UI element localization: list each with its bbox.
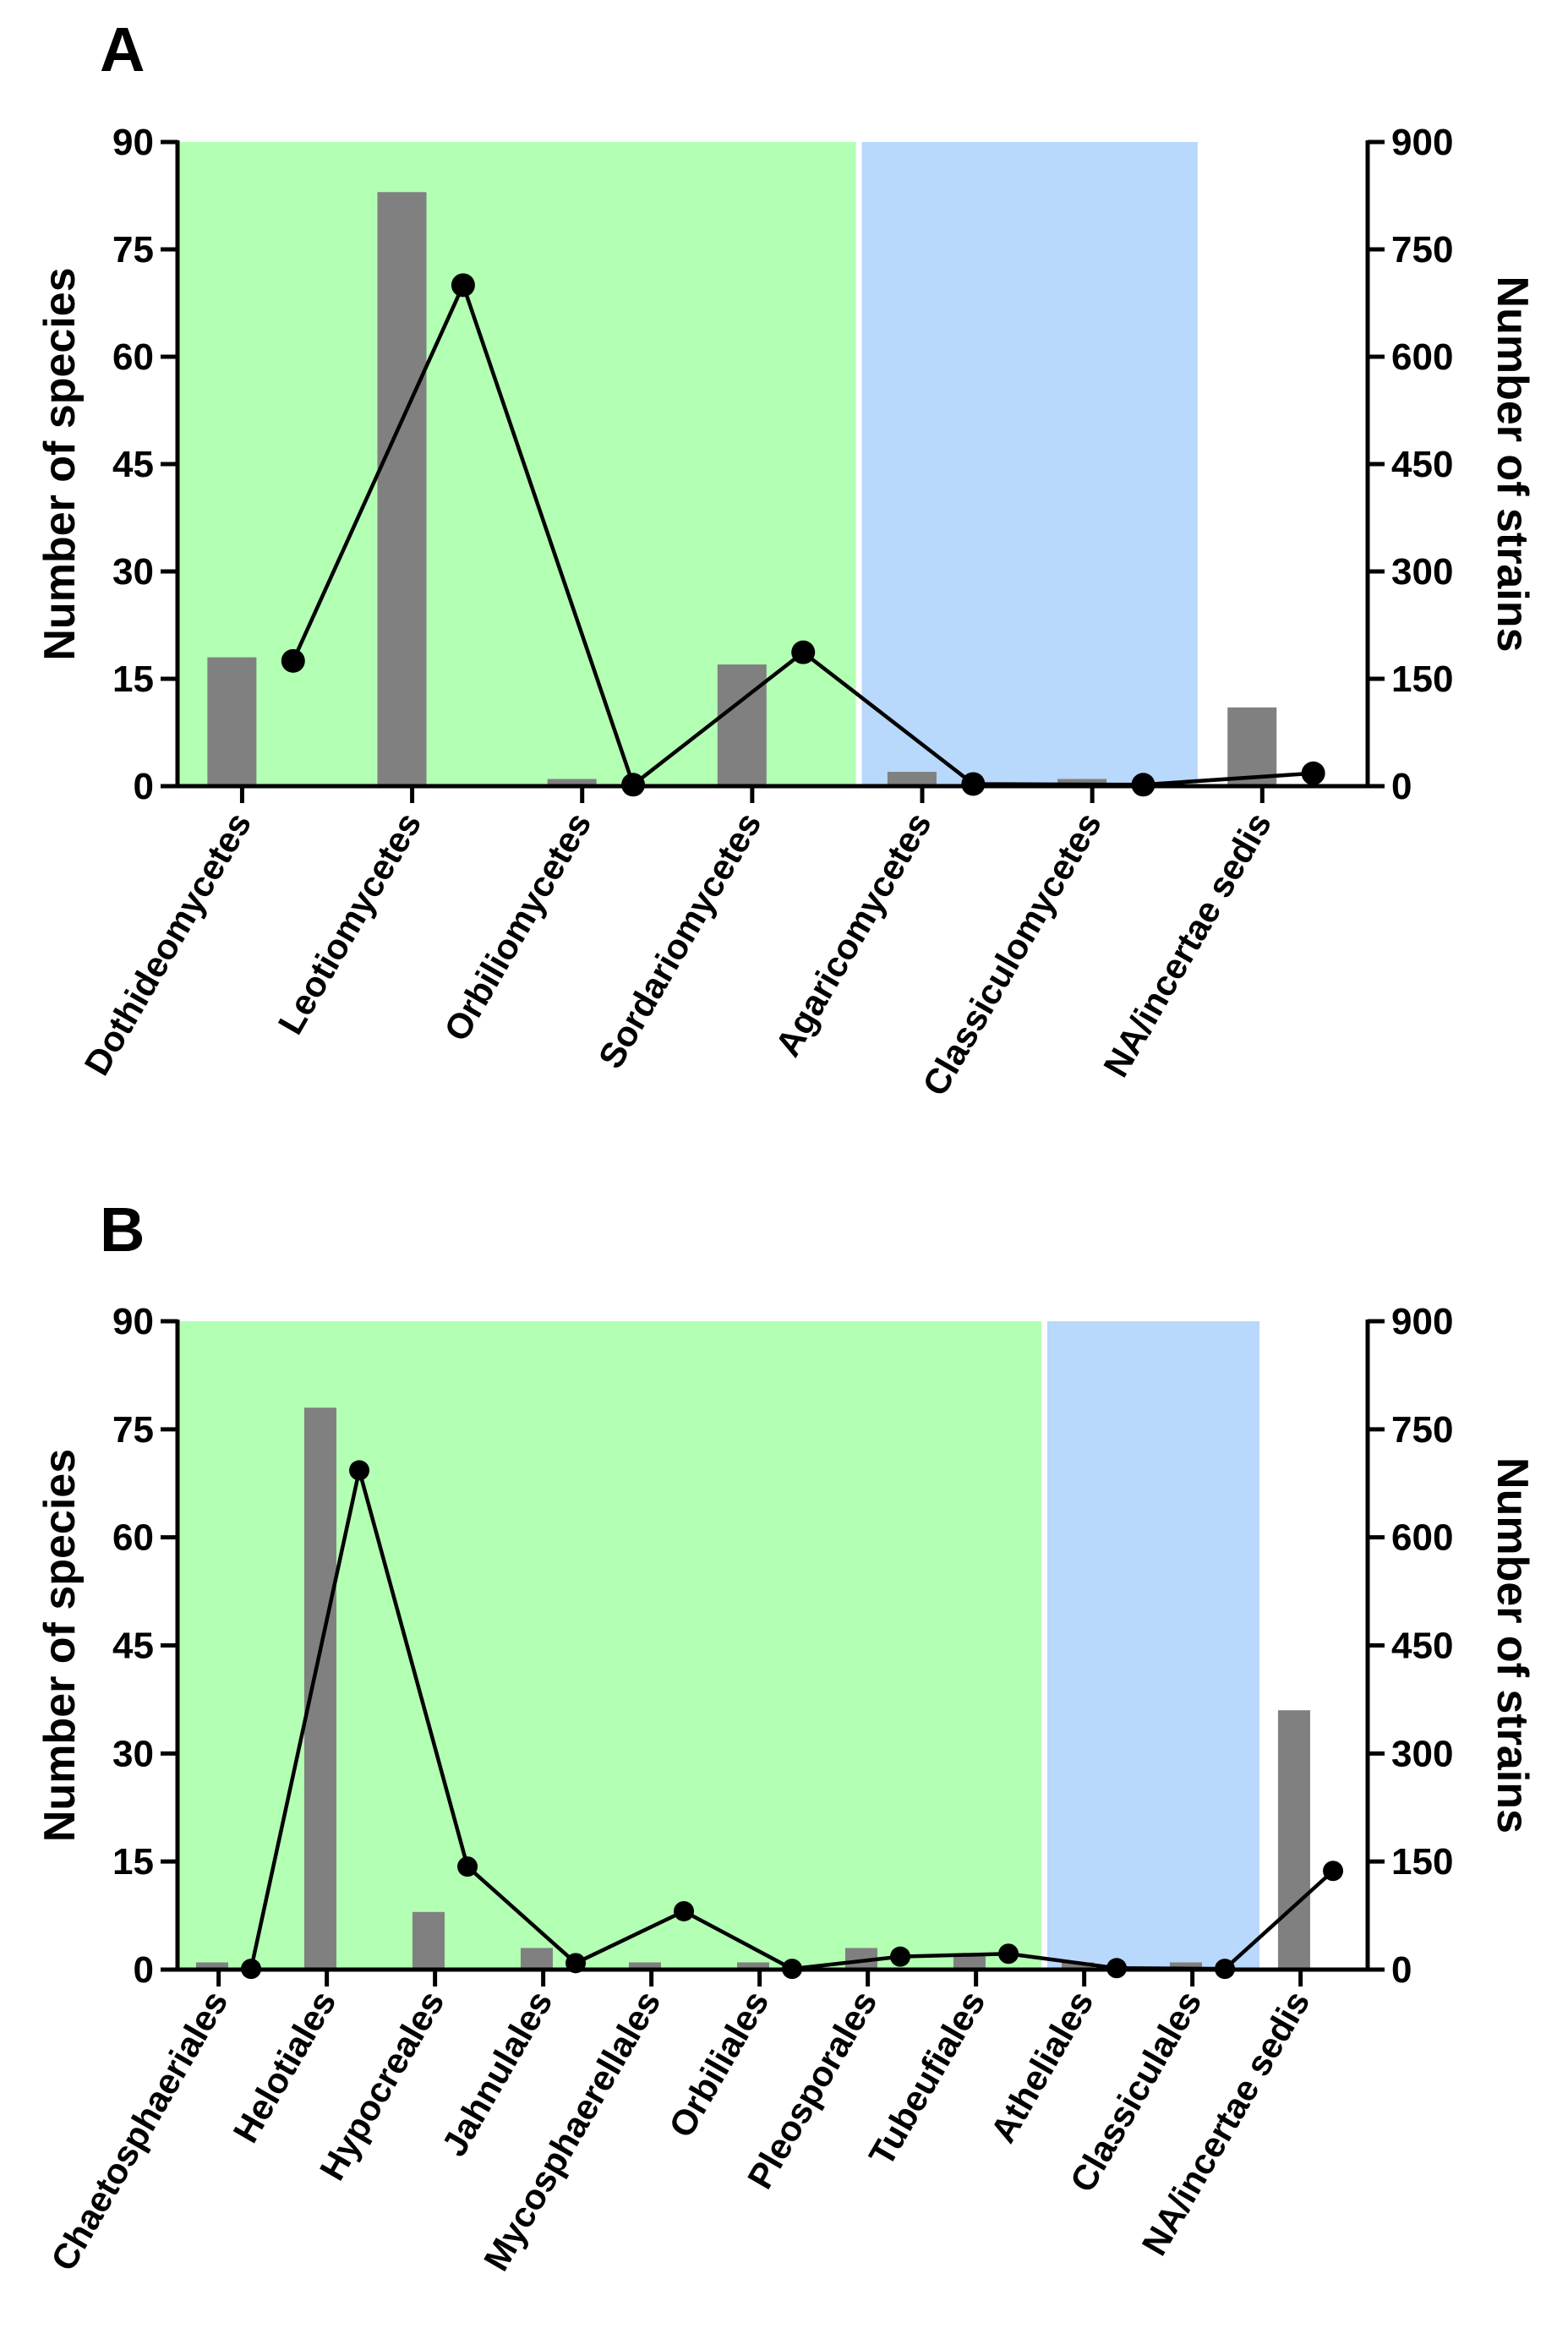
strain-point-2 <box>451 273 475 298</box>
right-tick-label: 150 <box>1391 1841 1453 1883</box>
category-label: Helotiales <box>226 1984 344 2149</box>
bar-1 <box>207 657 257 786</box>
left-tick-label: 90 <box>112 1301 154 1342</box>
right-tick-label: 150 <box>1391 659 1453 700</box>
bar-4 <box>717 664 767 786</box>
right-tick-label: 750 <box>1391 1409 1453 1451</box>
bar-3 <box>412 1911 445 1970</box>
right-tick-label: 0 <box>1391 1949 1412 1991</box>
left-tick-label: 60 <box>112 1517 154 1559</box>
left-tick-label: 30 <box>112 551 154 593</box>
strain-point-7 <box>890 1946 911 1967</box>
bar-5 <box>628 1962 661 1970</box>
left-tick-label: 45 <box>112 444 154 485</box>
bar-7 <box>1227 707 1277 786</box>
strain-point-4 <box>565 1953 587 1974</box>
panel-label-a: A <box>100 14 145 85</box>
right-axis-title: Number of strains <box>1488 1457 1537 1833</box>
bar-1 <box>195 1962 228 1970</box>
bar-6 <box>736 1962 769 1970</box>
strain-point-6 <box>1131 773 1156 797</box>
shading-region-2 <box>1047 1321 1259 1970</box>
strain-point-1 <box>281 648 305 673</box>
strain-point-8 <box>998 1943 1019 1965</box>
right-tick-label: 450 <box>1391 444 1453 485</box>
category-label: Leotiomycetes <box>270 806 429 1041</box>
bar-8 <box>953 1954 986 1970</box>
right-tick-label: 450 <box>1391 1626 1453 1667</box>
right-tick-label: 600 <box>1391 336 1453 378</box>
left-axis-title: Number of species <box>36 267 85 660</box>
bar-3 <box>547 779 597 786</box>
panel-label-b: B <box>100 1194 145 1265</box>
right-tick-label: 900 <box>1391 122 1453 163</box>
left-tick-label: 75 <box>112 229 154 271</box>
left-tick-label: 0 <box>134 1949 154 1991</box>
category-label: Jahnulales <box>434 1984 560 2163</box>
bar-2 <box>377 192 427 786</box>
category-label: Dothideomycetes <box>76 806 259 1082</box>
category-label: Classiculomycetes <box>915 806 1109 1102</box>
strain-point-9 <box>1106 1958 1128 1979</box>
strain-point-3 <box>621 773 646 797</box>
right-tick-label: 900 <box>1391 1301 1453 1342</box>
left-tick-label: 90 <box>112 122 154 163</box>
strain-point-4 <box>791 640 816 664</box>
category-label: Sordariomycetes <box>591 806 769 1075</box>
strain-point-2 <box>349 1460 370 1481</box>
left-axis-title: Number of species <box>36 1449 85 1842</box>
strain-point-3 <box>457 1856 478 1877</box>
right-tick-label: 0 <box>1391 766 1412 807</box>
left-tick-label: 15 <box>112 1841 154 1883</box>
right-tick-label: 300 <box>1391 551 1453 593</box>
right-tick-label: 750 <box>1391 229 1453 271</box>
strain-point-5 <box>674 1900 695 1921</box>
category-label: Agaricomycetes <box>768 806 939 1063</box>
right-axis-title: Number of strains <box>1488 276 1537 653</box>
category-label: Tubeufiales <box>861 1984 993 2172</box>
bar-9 <box>1061 1962 1094 1970</box>
category-label: Orbiliales <box>661 1984 776 2144</box>
strain-point-7 <box>1301 761 1325 785</box>
right-tick-label: 300 <box>1391 1733 1453 1774</box>
strain-point-10 <box>1215 1959 1236 1980</box>
left-tick-label: 60 <box>112 336 154 378</box>
bar-2 <box>303 1407 336 1970</box>
category-label: Orbiliomycetes <box>436 806 598 1047</box>
strain-point-1 <box>241 1959 262 1980</box>
bar-5 <box>887 772 937 786</box>
strain-point-5 <box>961 772 986 796</box>
strain-point-6 <box>782 1959 803 1980</box>
left-tick-label: 30 <box>112 1733 154 1774</box>
bar-11 <box>1277 1710 1310 1970</box>
bar-4 <box>520 1948 553 1970</box>
left-tick-label: 45 <box>112 1626 154 1667</box>
category-label: NA/incertae sedis <box>1095 806 1279 1084</box>
left-tick-label: 0 <box>134 766 154 807</box>
right-tick-label: 600 <box>1391 1517 1453 1559</box>
category-label: Chaetosphaeriales <box>43 1984 235 2277</box>
bar-10 <box>1169 1962 1202 1970</box>
left-tick-label: 75 <box>112 1409 154 1451</box>
left-tick-label: 15 <box>112 659 154 700</box>
category-label: Atheliales <box>983 1984 1101 2149</box>
strain-point-11 <box>1323 1861 1344 1882</box>
shading-region-2 <box>861 142 1198 786</box>
